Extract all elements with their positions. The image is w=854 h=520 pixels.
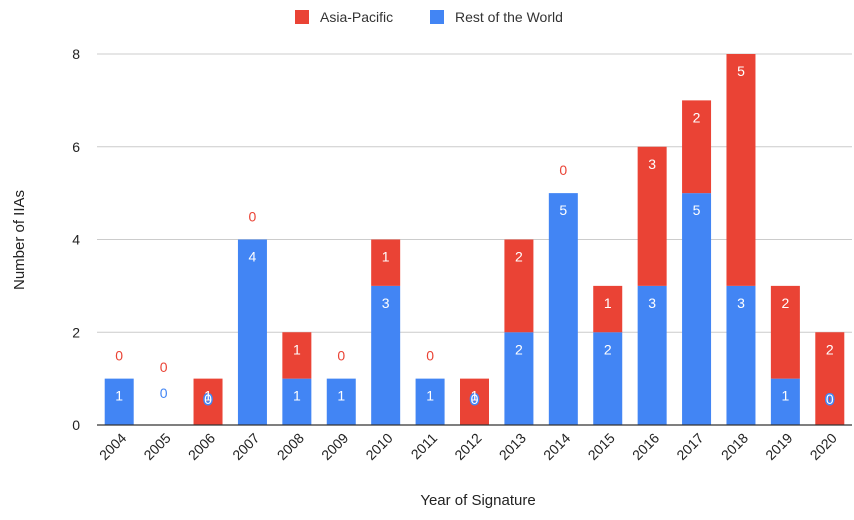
- x-tick-label: 2013: [496, 430, 529, 463]
- bar-asia-pacific[interactable]: [504, 239, 534, 333]
- bar-rest-of-world[interactable]: [371, 285, 401, 425]
- bar-asia-pacific[interactable]: [593, 285, 623, 333]
- x-tick-label: 2020: [807, 430, 840, 463]
- bar-rest-of-world[interactable]: [726, 285, 756, 425]
- bar-asia-pacific[interactable]: [460, 378, 489, 425]
- x-tick-label: 2010: [362, 430, 395, 463]
- legend[interactable]: Asia-Pacific Rest of the World: [295, 9, 563, 25]
- value-label-asia-pacific: 1: [382, 249, 390, 265]
- value-label-rest-of-world: 4: [249, 249, 257, 265]
- bar-asia-pacific[interactable]: [682, 100, 712, 194]
- x-tick-label: 2018: [718, 430, 751, 463]
- bar-asia-pacific[interactable]: [637, 146, 667, 286]
- y-axis-title: Number of IIAs: [11, 190, 28, 290]
- value-label-asia-pacific: 0: [337, 348, 345, 364]
- bar-asia-pacific[interactable]: [770, 285, 800, 379]
- value-label-rest-of-world: 0: [204, 391, 212, 407]
- y-tick-label: 8: [72, 46, 80, 62]
- legend-item[interactable]: Rest of the World: [430, 9, 563, 25]
- value-label-rest-of-world: 2: [515, 341, 523, 357]
- legend-label: Asia-Pacific: [320, 9, 393, 25]
- legend-item[interactable]: Asia-Pacific: [295, 9, 393, 25]
- value-label-rest-of-world: 0: [826, 391, 834, 407]
- value-label-asia-pacific: 2: [693, 109, 701, 125]
- bar-asia-pacific[interactable]: [193, 378, 223, 425]
- bar-asia-pacific[interactable]: [726, 54, 756, 286]
- value-label-asia-pacific: 2: [826, 341, 834, 357]
- bar-rest-of-world[interactable]: [282, 378, 312, 425]
- y-tick-label: 0: [72, 417, 80, 433]
- value-label-asia-pacific: 2: [515, 249, 523, 265]
- bar-rest-of-world[interactable]: [593, 332, 623, 425]
- value-label-asia-pacific: 0: [115, 348, 123, 364]
- x-axis-title: Year of Signature: [420, 492, 535, 509]
- bars: [104, 54, 845, 426]
- value-label-rest-of-world: 3: [382, 295, 390, 311]
- value-label-rest-of-world: 1: [293, 388, 301, 404]
- x-tick-label: 2004: [96, 430, 129, 463]
- value-label-asia-pacific: 0: [426, 348, 434, 364]
- bar-rest-of-world[interactable]: [504, 332, 534, 425]
- x-tick-label: 2011: [408, 430, 441, 463]
- value-label-asia-pacific: 0: [559, 162, 567, 178]
- value-label-asia-pacific: 1: [471, 388, 479, 404]
- bar-rest-of-world[interactable]: [104, 378, 134, 425]
- value-label-rest-of-world: 0: [471, 391, 479, 407]
- value-label-asia-pacific: 1: [604, 295, 612, 311]
- x-tick-label: 2012: [451, 430, 484, 463]
- value-label-rest-of-world: 1: [115, 388, 123, 404]
- value-label-asia-pacific: 3: [648, 156, 656, 172]
- value-label-rest-of-world: 3: [737, 295, 745, 311]
- bar-rest-of-world[interactable]: [326, 378, 356, 425]
- bar-rest-of-world[interactable]: [770, 378, 800, 425]
- x-tick-label: 2008: [274, 430, 307, 463]
- value-label-asia-pacific: 1: [204, 388, 212, 404]
- value-label-rest-of-world: 1: [337, 388, 345, 404]
- x-tick-label: 2014: [540, 430, 573, 463]
- bar-asia-pacific[interactable]: [282, 332, 312, 379]
- legend-label: Rest of the World: [455, 9, 563, 25]
- value-label-asia-pacific: 5: [737, 63, 745, 79]
- x-tick-label: 2007: [229, 430, 262, 463]
- x-tick-label: 2009: [318, 430, 351, 463]
- y-tick-label: 4: [72, 232, 80, 248]
- x-tick-label: 2005: [140, 430, 173, 463]
- value-label-rest-of-world: 1: [781, 388, 789, 404]
- value-label-rest-of-world: 5: [559, 202, 567, 218]
- bar-rest-of-world[interactable]: [637, 285, 667, 425]
- bar-rest-of-world[interactable]: [415, 378, 445, 425]
- value-label-rest-of-world: 2: [604, 341, 612, 357]
- gridlines: [97, 53, 852, 333]
- x-tick-label: 2006: [185, 430, 218, 463]
- x-tick-label: 2016: [629, 430, 662, 463]
- x-tick-label: 2015: [585, 430, 618, 463]
- legend-swatch: [430, 10, 444, 24]
- bar-rest-of-world[interactable]: [682, 193, 712, 425]
- value-label-asia-pacific: 0: [160, 359, 168, 375]
- y-tick-label: 2: [72, 324, 80, 340]
- bar-asia-pacific[interactable]: [815, 332, 845, 425]
- bar-rest-of-world[interactable]: [548, 193, 578, 425]
- value-label-asia-pacific: 1: [293, 341, 301, 357]
- bar-rest-of-world[interactable]: [237, 239, 267, 426]
- x-tick-label: 2017: [673, 430, 706, 463]
- value-label-asia-pacific: 2: [781, 295, 789, 311]
- value-label-rest-of-world: 5: [693, 202, 701, 218]
- legend-swatch: [295, 10, 309, 24]
- x-tick-label: 2019: [762, 430, 795, 463]
- value-label-rest-of-world: 1: [426, 388, 434, 404]
- y-tick-label: 6: [72, 139, 80, 155]
- value-label-rest-of-world: 0: [160, 385, 168, 401]
- value-label-rest-of-world: 3: [648, 295, 656, 311]
- value-label-asia-pacific: 0: [249, 209, 257, 225]
- bar-asia-pacific[interactable]: [371, 239, 401, 286]
